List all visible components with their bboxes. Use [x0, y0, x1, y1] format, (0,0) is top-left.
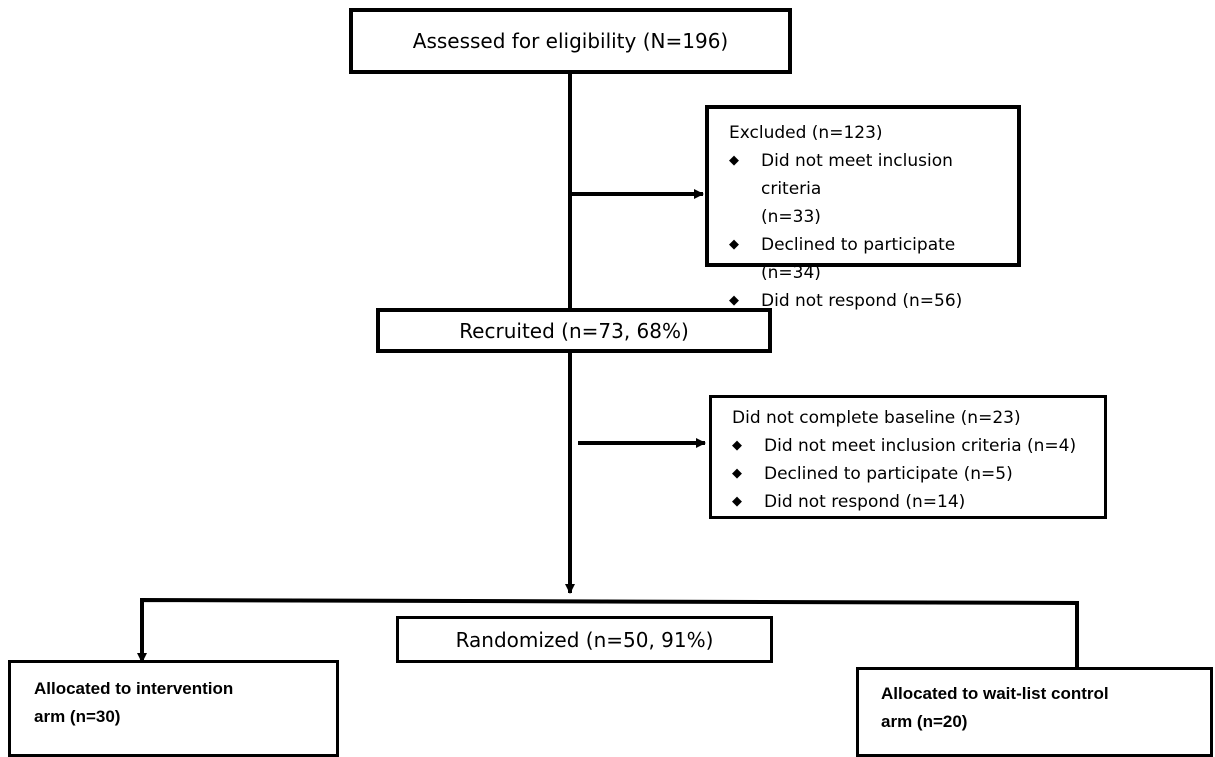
randomized-label: Randomized (n=50, 91%)	[455, 627, 714, 652]
excluded-box: Excluded (n=123) Did not meet inclusion …	[705, 105, 1021, 315]
baseline-item-text: Did not meet inclusion criteria (n=4)	[764, 436, 1077, 456]
baseline-item-text: Declined to participate (n=5)	[764, 464, 1013, 484]
intervention-arm-line2: arm (n=30)	[34, 707, 121, 726]
control-arm-line1: Allocated to wait-list control	[881, 684, 1109, 703]
control-arm-line2: arm (n=20)	[881, 712, 968, 731]
allocation-branch-line	[140, 597, 1079, 690]
excluded-item-text: Did not meet inclusion criteria	[761, 151, 953, 199]
intervention-arm-box: Allocated to intervention arm (n=30)	[8, 660, 339, 757]
excluded-item: Did not respond (n=56)	[729, 287, 1003, 315]
excluded-item: Declined to participate (n=34)	[729, 231, 1003, 287]
excluded-item: Did not meet inclusion criteria (n=33)	[729, 147, 1003, 231]
baseline-list: Did not meet inclusion criteria (n=4) De…	[732, 432, 1094, 516]
excluded-list: Did not meet inclusion criteria (n=33) D…	[729, 147, 1003, 315]
excluded-item-count: (n=33)	[761, 207, 821, 227]
baseline-item: Did not meet inclusion criteria (n=4)	[732, 432, 1094, 460]
recruited-box: Recruited (n=73, 68%)	[376, 308, 772, 353]
assessed-box: Assessed for eligibility (N=196)	[349, 8, 792, 74]
recruited-label: Recruited (n=73, 68%)	[459, 318, 689, 343]
baseline-heading: Did not complete baseline (n=23)	[732, 408, 1021, 428]
control-arm-box: Allocated to wait-list control arm (n=20…	[856, 667, 1213, 757]
baseline-item-text: Did not respond (n=14)	[764, 492, 966, 512]
excluded-heading: Excluded (n=123)	[729, 123, 883, 143]
excluded-item-text: Did not respond (n=56)	[761, 291, 963, 311]
intervention-arm-line1: Allocated to intervention	[34, 679, 234, 698]
baseline-item: Declined to participate (n=5)	[732, 460, 1094, 488]
randomized-box: Randomized (n=50, 91%)	[396, 616, 773, 663]
baseline-box: Did not complete baseline (n=23) Did not…	[709, 395, 1107, 519]
baseline-item: Did not respond (n=14)	[732, 488, 1094, 516]
excluded-item-text: Declined to participate (n=34)	[761, 235, 956, 283]
assessed-label: Assessed for eligibility (N=196)	[412, 29, 729, 53]
